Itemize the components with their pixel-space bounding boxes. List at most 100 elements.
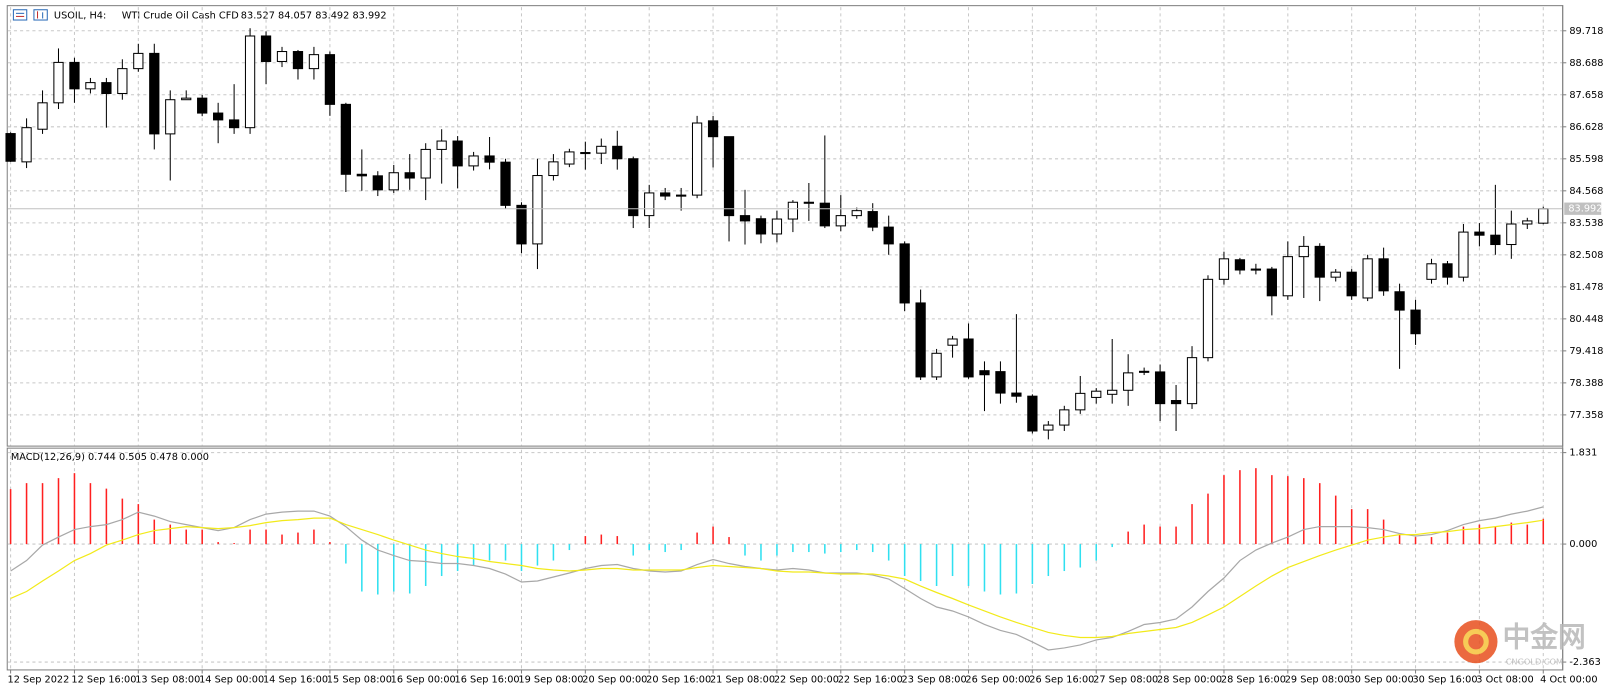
candle-body — [1378, 258, 1389, 292]
candle-body — [883, 226, 894, 245]
candle-body — [1538, 208, 1549, 224]
candle-body — [133, 52, 144, 70]
x-tick-label: 14 Sep 16:00 — [263, 675, 328, 686]
candle-body — [1474, 231, 1485, 236]
candle-body — [947, 338, 958, 346]
candle-body — [165, 99, 176, 135]
candle-body — [1426, 263, 1437, 280]
candle-body — [276, 51, 288, 62]
x-tick-label: 23 Sep 08:00 — [902, 675, 967, 686]
candle-body — [292, 51, 304, 70]
candle-body — [484, 155, 495, 163]
candle-body — [691, 122, 703, 196]
y-tick-label: 81.478 — [1569, 282, 1603, 293]
watermark-site: CNGOLD.COM — [1506, 657, 1563, 667]
candle-body — [1075, 392, 1086, 411]
candle-body — [516, 204, 527, 245]
x-tick-label: 27 Sep 08:00 — [1093, 675, 1158, 686]
candle-body — [388, 172, 399, 191]
candle-body — [739, 215, 751, 222]
candle-body — [436, 140, 447, 150]
candle-body — [660, 192, 671, 197]
candle-body — [149, 52, 160, 135]
y-tick-label: 88.688 — [1569, 58, 1603, 69]
watermark: 中金网 CNGOLD.COM — [1454, 620, 1586, 667]
x-tick-label: 28 Sep 16:00 — [1221, 675, 1286, 686]
candle-body — [1011, 392, 1022, 397]
candle-body — [1123, 372, 1134, 391]
candle-body — [979, 370, 990, 376]
candle-body — [963, 338, 974, 378]
x-tick-label: 22 Sep 16:00 — [838, 675, 903, 686]
candle-body — [835, 215, 846, 227]
candle-body — [787, 201, 799, 220]
candle-body — [915, 302, 926, 378]
candle-body — [1458, 231, 1469, 278]
x-tick-label: 30 Sep 00:00 — [1349, 675, 1414, 686]
x-tick-label: 12 Sep 16:00 — [71, 675, 136, 686]
candle-body — [995, 371, 1006, 394]
candle-body — [628, 158, 639, 217]
candle-body — [356, 173, 367, 177]
y-tick-label: 0.000 — [1569, 539, 1597, 550]
x-tick-label: 20 Sep 16:00 — [646, 675, 711, 686]
symbol-description: WTI Crude Oil Cash CFD — [122, 10, 239, 21]
y-tick-label: 77.358 — [1569, 410, 1603, 421]
candle-body — [340, 103, 352, 175]
candle-body — [404, 172, 415, 179]
candle-body — [612, 145, 623, 160]
candle-body — [1362, 258, 1373, 299]
x-tick-label: 14 Sep 00:00 — [199, 675, 264, 686]
y-tick-label: 1.831 — [1569, 448, 1597, 459]
candle-body — [500, 161, 511, 206]
x-tick-label: 26 Sep 00:00 — [965, 675, 1030, 686]
plot-layer: 89.718 88.688 87.658 86.628 85.598 84.568 83.5… — [5, 7, 1603, 686]
x-tick-label: 28 Sep 00:00 — [1157, 675, 1222, 686]
candle-body — [707, 120, 719, 138]
candle-body — [308, 54, 320, 70]
candle-body — [1154, 371, 1166, 405]
x-tick-label: 15 Sep 08:00 — [327, 675, 392, 686]
candle-body — [1091, 390, 1102, 398]
candle-body — [1522, 220, 1533, 225]
candle-body — [244, 35, 256, 129]
candle-body — [1234, 259, 1246, 271]
candle-body — [1346, 271, 1357, 297]
indicator-line — [10, 517, 1544, 639]
last-price-box — [1564, 202, 1602, 215]
candle-body — [37, 102, 48, 130]
y-tick-label: 79.418 — [1569, 346, 1603, 357]
x-tick-label: 16 Sep 16:00 — [455, 675, 520, 686]
candle-body — [324, 54, 336, 105]
candle-body — [101, 82, 112, 95]
candle-body — [1298, 245, 1309, 258]
candle-body — [644, 192, 655, 217]
y-tick-label: 89.718 — [1569, 26, 1603, 37]
y-tick-label: 87.658 — [1569, 90, 1603, 101]
x-tick-label: 12 Sep 2022 — [8, 675, 70, 686]
x-tick-label: 13 Sep 08:00 — [135, 675, 200, 686]
candle-body — [69, 61, 80, 90]
candle-body — [548, 161, 559, 177]
candle-body — [1490, 234, 1501, 246]
candle-body — [1059, 409, 1070, 426]
candle-body — [931, 352, 942, 378]
x-tick-label: 3 Oct 08:00 — [1476, 675, 1533, 686]
candle-body — [819, 202, 830, 227]
symbol-title: USOIL, H4: — [54, 10, 106, 21]
candle-body — [851, 210, 862, 217]
candle-body — [1027, 395, 1038, 432]
candle-body — [213, 112, 224, 121]
indicator-line — [10, 506, 1544, 651]
macd-title: MACD(12,26,9) 0.744 0.505 0.478 0.000 — [11, 452, 209, 463]
candle-body — [867, 211, 878, 228]
candle-body — [420, 148, 431, 179]
candle-body — [1410, 309, 1421, 335]
candle-body — [899, 243, 910, 304]
candle-body — [228, 119, 240, 129]
candle-body — [676, 194, 687, 197]
candle-body — [1314, 245, 1325, 278]
x-tick-label: 22 Sep 00:00 — [774, 675, 839, 686]
y-tick-label: 84.568 — [1569, 186, 1603, 197]
